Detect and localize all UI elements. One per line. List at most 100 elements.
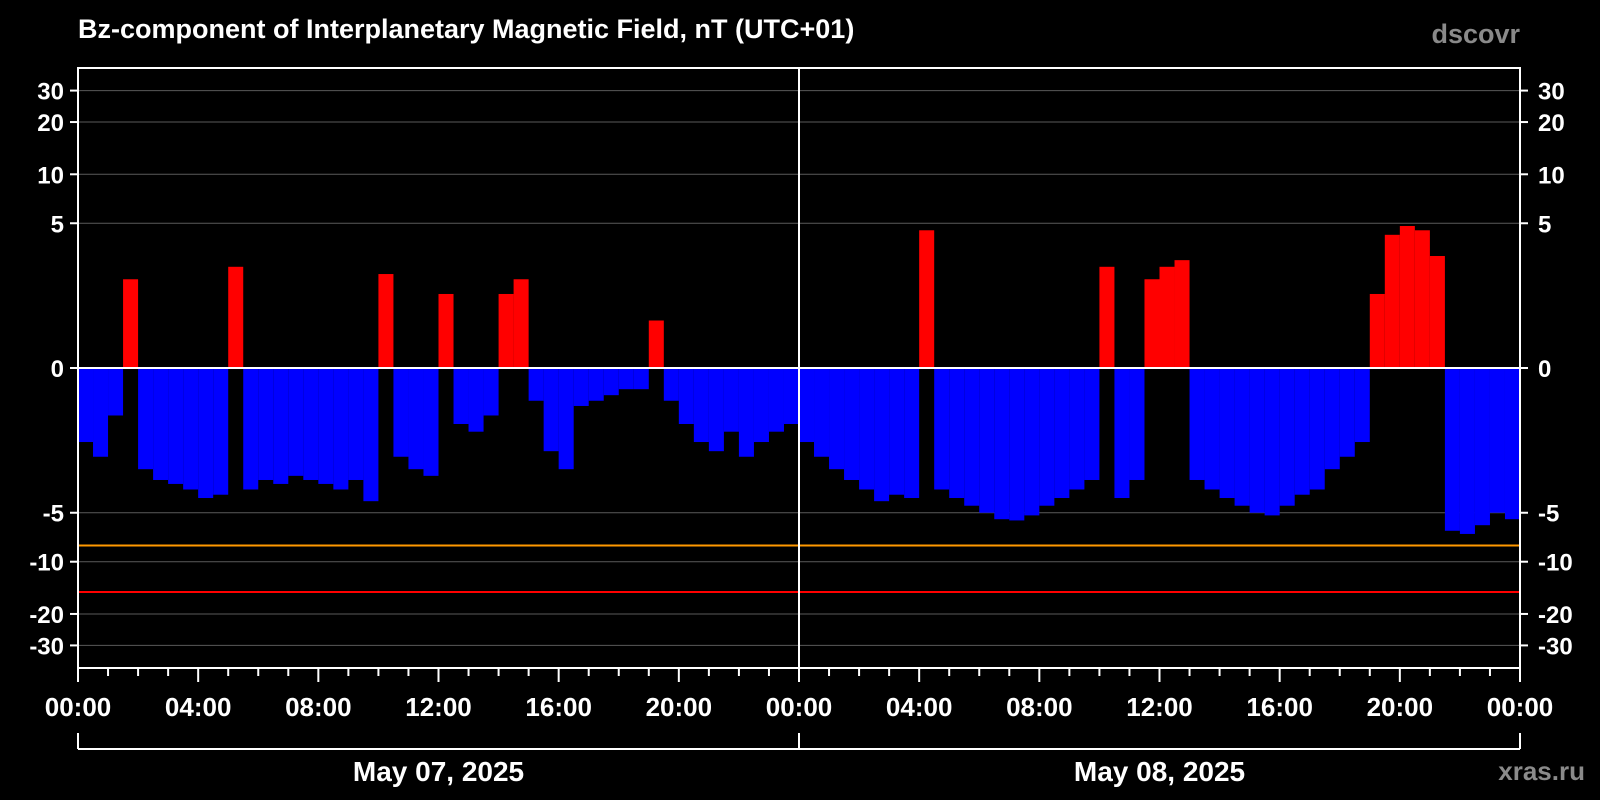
- bz-bar: [814, 368, 830, 457]
- bz-bar: [663, 368, 679, 401]
- bz-bar: [1144, 279, 1160, 368]
- bz-bar: [453, 368, 469, 424]
- bz-bar: [1174, 260, 1190, 368]
- bz-bar: [949, 368, 965, 499]
- y-tick-label: 10: [1538, 162, 1565, 189]
- x-axis: 00:00 04:00 08:00 12:00 16:00 20:00 00:00 04:00…: [45, 668, 1553, 722]
- bz-bar: [919, 230, 935, 368]
- bz-bar: [243, 368, 259, 490]
- date-label: May 07, 2025: [353, 756, 524, 787]
- x-tick-label: 00:00: [45, 692, 112, 722]
- bz-bar: [1414, 230, 1430, 368]
- bz-bar: [588, 368, 604, 401]
- x-tick-label: 20:00: [646, 692, 713, 722]
- y-tick-label: 30: [37, 79, 64, 106]
- bz-bars: [78, 225, 1520, 534]
- bz-bar: [1324, 368, 1340, 470]
- bz-bar: [648, 320, 664, 368]
- bz-bar: [213, 368, 229, 495]
- bz-bar: [303, 368, 319, 480]
- bz-bar: [889, 368, 905, 495]
- bz-bar: [1069, 368, 1085, 490]
- bz-bar: [408, 368, 424, 470]
- bz-bar: [498, 293, 514, 368]
- bz-bar: [633, 368, 649, 390]
- bz-bar: [1489, 368, 1505, 513]
- bz-bar: [1339, 368, 1355, 457]
- bz-bar: [1444, 368, 1460, 531]
- date-axis: May 07, 2025 May 08, 2025: [77, 733, 1521, 787]
- bz-bar: [738, 368, 754, 457]
- y-tick-label: 0: [1538, 356, 1551, 383]
- bz-bar: [693, 368, 709, 443]
- bz-bar: [543, 368, 559, 452]
- x-tick-label: 08:00: [1006, 692, 1073, 722]
- bz-bar: [153, 368, 169, 480]
- bz-bar: [1474, 368, 1490, 526]
- bz-bar: [799, 368, 815, 443]
- bz-bar: [1039, 368, 1055, 506]
- y-tick-label: -30: [29, 633, 64, 660]
- bz-bar: [288, 368, 304, 476]
- bz-bar: [1294, 368, 1310, 495]
- bz-bar: [783, 368, 799, 424]
- bz-bar: [994, 368, 1010, 520]
- bz-bar: [1399, 225, 1415, 368]
- bz-bar: [1459, 368, 1475, 534]
- bz-bar: [964, 368, 980, 506]
- y-axis-left: 30 20 10 5 0 -5 -10 -20 -30: [29, 79, 78, 660]
- bz-bar: [348, 368, 364, 480]
- bz-bar: [1429, 256, 1445, 368]
- x-tick-label: 08:00: [285, 692, 352, 722]
- bz-bar: [78, 368, 94, 443]
- bz-bar: [168, 368, 184, 484]
- x-tick-label: 04:00: [886, 692, 953, 722]
- chart-title: Bz-component of Interplanetary Magnetic …: [78, 14, 854, 44]
- bz-bar: [513, 279, 529, 368]
- bz-bar: [1009, 368, 1025, 521]
- x-tick-label: 16:00: [1246, 692, 1313, 722]
- bz-bar: [829, 368, 845, 470]
- bz-bar: [859, 368, 875, 490]
- y-tick-label: 10: [37, 162, 64, 189]
- y-tick-label: -5: [43, 501, 64, 528]
- y-tick-label: -5: [1538, 501, 1559, 528]
- bz-bar: [1204, 368, 1220, 490]
- y-tick-label: 30: [1538, 79, 1565, 106]
- bz-bar: [1309, 368, 1325, 490]
- plot-frame: [77, 67, 1521, 669]
- y-tick-label: -30: [1538, 633, 1573, 660]
- bz-bar: [183, 368, 199, 490]
- bz-bar: [1219, 368, 1235, 499]
- bz-bar: [423, 368, 439, 476]
- y-tick-label: -20: [1538, 602, 1573, 629]
- bz-bar: [198, 368, 214, 499]
- bz-bar: [438, 293, 454, 368]
- bz-bar: [1369, 293, 1385, 368]
- y-axis-right: 30 20 10 5 0 -5 -10 -20 -30: [1520, 79, 1573, 660]
- x-tick-label: 04:00: [165, 692, 232, 722]
- bz-bar: [108, 368, 124, 416]
- bz-bar: [573, 368, 589, 406]
- y-tick-label: 5: [51, 211, 64, 238]
- bz-bar: [618, 368, 634, 390]
- bz-bar: [904, 368, 920, 499]
- y-tick-label: -20: [29, 602, 64, 629]
- bz-bar: [483, 368, 499, 416]
- y-tick-label: 20: [1538, 110, 1565, 137]
- bz-bar: [1354, 368, 1370, 443]
- bz-bar: [723, 368, 739, 432]
- bz-bar: [378, 274, 394, 368]
- bz-bar: [874, 368, 890, 502]
- bz-bar: [393, 368, 409, 457]
- y-tick-label: 0: [51, 356, 64, 383]
- x-tick-label: 00:00: [766, 692, 833, 722]
- bz-bar: [558, 368, 574, 470]
- bz-bar: [1504, 368, 1520, 520]
- bz-bar: [708, 368, 724, 452]
- site-label: xras.ru: [1498, 756, 1585, 786]
- bz-bar: [1249, 368, 1265, 513]
- bz-bar: [1054, 368, 1070, 499]
- bz-bar: [138, 368, 154, 470]
